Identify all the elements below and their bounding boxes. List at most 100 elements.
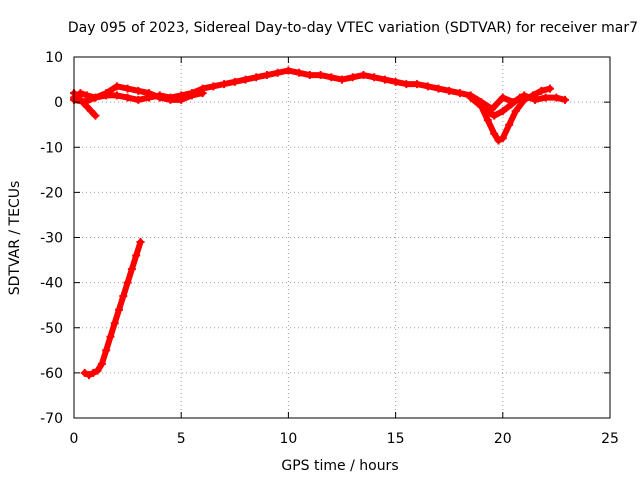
data-point — [209, 82, 218, 91]
data-series-evening-dip-2 — [473, 93, 524, 120]
data-point — [127, 265, 136, 274]
data-point — [80, 368, 89, 377]
data-point — [112, 82, 121, 91]
data-point — [230, 77, 239, 86]
data-point — [545, 84, 554, 93]
y-tick-label: -20 — [40, 185, 63, 201]
data-point — [97, 359, 106, 368]
data-point — [434, 84, 443, 93]
data-point — [498, 93, 507, 102]
data-point — [338, 75, 346, 84]
data-point — [93, 366, 102, 375]
data-point — [284, 66, 293, 75]
y-tick-label: -60 — [40, 366, 63, 382]
data-point — [220, 80, 229, 89]
data-point — [166, 95, 175, 104]
data-point — [87, 107, 96, 116]
x-tick-label: 10 — [279, 431, 297, 447]
grid-layer — [74, 57, 610, 418]
chart-title: Day 095 of 2023, Sidereal Day-to-day VTE… — [68, 20, 638, 36]
data-point — [102, 346, 111, 355]
data-point — [490, 129, 499, 138]
data-point — [74, 93, 83, 102]
data-point — [136, 238, 145, 247]
data-point — [132, 251, 141, 260]
y-tick-label: -50 — [40, 321, 63, 337]
data-point — [481, 107, 490, 116]
data-point — [119, 292, 128, 301]
data-point — [505, 120, 514, 129]
data-point — [537, 86, 546, 95]
data-point — [115, 305, 124, 314]
x-tick-label: 15 — [387, 431, 405, 447]
series-line — [81, 239, 144, 379]
data-point — [552, 93, 561, 102]
data-point — [145, 89, 154, 98]
y-tick-label: -40 — [40, 276, 63, 292]
data-point — [445, 86, 454, 95]
data-point — [370, 73, 379, 82]
data-point — [91, 93, 100, 102]
data-point — [455, 89, 464, 98]
tick-layer: 0 5 10 15 20 25 10 0 -10 -20 -30 -40 -50 -60 -70 — [40, 50, 619, 447]
data-point — [91, 111, 100, 120]
data-point — [348, 73, 357, 82]
data-point — [102, 89, 111, 98]
y-tick-label: 0 — [54, 95, 63, 111]
data-point — [82, 102, 91, 111]
series-line — [474, 94, 523, 119]
data-point — [316, 71, 325, 80]
data-point — [110, 319, 119, 328]
y-tick-label: 10 — [45, 50, 63, 66]
data-series-low-segment — [80, 238, 145, 380]
data-point — [123, 93, 132, 102]
data-point — [391, 77, 400, 86]
data-point — [252, 73, 261, 82]
data-point — [490, 111, 499, 120]
data-point — [494, 136, 503, 145]
data-point — [423, 82, 432, 91]
data-point — [473, 95, 482, 104]
data-point — [466, 93, 475, 102]
data-point — [305, 71, 314, 80]
data-point — [198, 89, 207, 98]
y-tick-label: -30 — [40, 231, 63, 247]
series-layer — [70, 66, 569, 380]
x-tick-label: 5 — [177, 431, 186, 447]
x-tick-label: 0 — [70, 431, 79, 447]
data-point — [515, 93, 524, 102]
data-point — [511, 107, 520, 116]
data-point — [241, 75, 250, 84]
data-point — [89, 368, 98, 377]
data-point — [483, 116, 492, 125]
series-line — [71, 67, 568, 112]
y-tick-label: -10 — [40, 140, 63, 156]
data-point — [498, 107, 507, 116]
data-point — [541, 93, 550, 102]
data-point — [507, 100, 516, 109]
y-tick-label: -70 — [40, 411, 63, 427]
data-point — [134, 95, 143, 104]
data-point — [380, 75, 389, 84]
data-point — [359, 71, 368, 80]
data-series-offset-track — [70, 82, 207, 107]
data-point — [123, 278, 132, 287]
data-point — [528, 91, 537, 100]
x-axis-label: GPS time / hours — [281, 458, 398, 474]
data-point — [106, 332, 115, 341]
data-point — [123, 84, 132, 93]
data-point — [177, 95, 186, 104]
data-point — [155, 93, 164, 102]
data-point — [327, 73, 336, 82]
data-series-evening-dip — [466, 84, 554, 145]
data-point — [134, 86, 143, 95]
data-point — [273, 68, 282, 77]
data-point — [402, 80, 411, 89]
data-point — [112, 91, 121, 100]
data-point — [85, 371, 94, 380]
data-point — [560, 95, 569, 104]
x-tick-label: 25 — [601, 431, 619, 447]
data-point — [295, 68, 304, 77]
